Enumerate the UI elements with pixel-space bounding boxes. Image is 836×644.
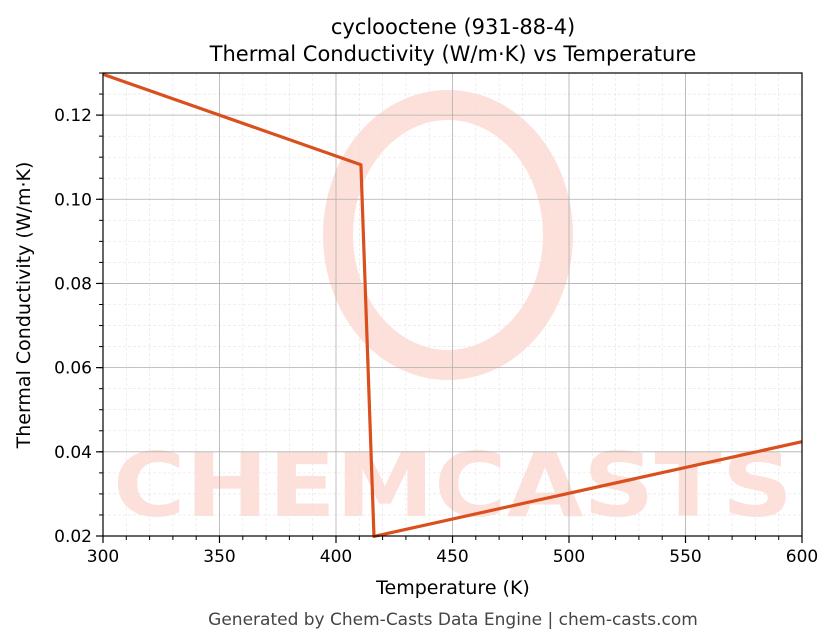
x-tick-label: 550 bbox=[669, 547, 701, 567]
watermark-swirl bbox=[323, 90, 573, 380]
y-tick-label: 0.10 bbox=[54, 190, 92, 210]
x-tick-label: 500 bbox=[553, 547, 585, 567]
watermark-logo: CHEMCASTS bbox=[113, 90, 793, 537]
y-tick-label: 0.04 bbox=[54, 443, 92, 463]
y-tick-label: 0.06 bbox=[54, 359, 92, 379]
x-tick-label: 450 bbox=[436, 547, 468, 567]
series-line bbox=[102, 72, 803, 539]
x-axis-label: Temperature (K) bbox=[375, 577, 530, 599]
x-tick-label: 600 bbox=[786, 547, 818, 567]
chart-subtitle: Thermal Conductivity (W/m·K) vs Temperat… bbox=[209, 42, 697, 66]
x-tick-label: 400 bbox=[320, 547, 352, 567]
y-tick-label: 0.02 bbox=[54, 527, 92, 547]
chart-title: cyclooctene (931-88-4) bbox=[331, 15, 575, 39]
footer-credit: Generated by Chem-Casts Data Engine | ch… bbox=[208, 610, 698, 630]
x-tick-label: 300 bbox=[87, 547, 119, 567]
y-tick-label: 0.08 bbox=[54, 274, 92, 294]
x-tick-label: 350 bbox=[203, 547, 235, 567]
y-tick-label: 0.12 bbox=[54, 106, 92, 126]
y-axis-label: Thermal Conductivity (W/m·K) bbox=[13, 162, 35, 450]
watermark-text: CHEMCASTS bbox=[113, 434, 793, 537]
